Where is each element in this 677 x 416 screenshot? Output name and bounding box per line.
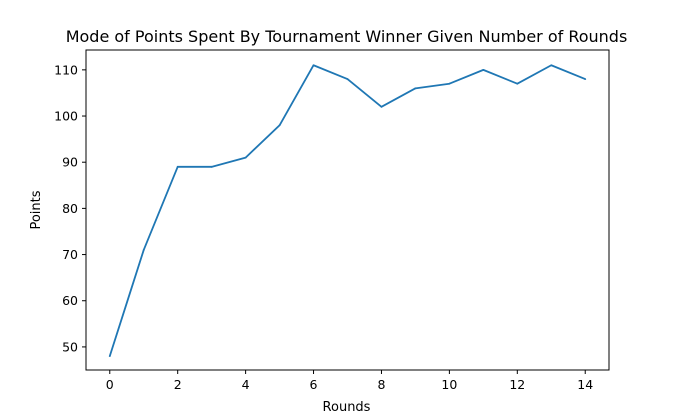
data-point [346,78,349,80]
y-axis-label: Points [29,190,44,229]
y-tick-label: 110 [54,62,78,77]
y-tick-label: 60 [62,293,78,308]
x-axis: 0 2 4 6 8 10 12 14 [106,370,593,392]
x-axis-label: Rounds [323,400,371,415]
y-tick-label: 100 [54,109,78,124]
y-tick-label: 80 [62,201,78,216]
y-tick-label: 50 [62,339,78,354]
data-point [584,78,587,80]
data-point [278,124,281,127]
data-point [244,156,247,159]
x-tick-label: 12 [509,377,525,392]
data-point [210,165,213,168]
data-point [414,87,417,90]
data-point [516,82,519,85]
data-point [176,165,179,168]
x-tick-label: 14 [577,377,593,392]
data-point [550,64,553,67]
series-line [108,64,586,357]
x-tick-label: 4 [242,377,250,392]
y-tick-label: 70 [62,247,78,262]
data-point [448,82,451,85]
data-point [312,64,315,67]
y-axis: 50 60 70 80 90 100 110 [54,62,86,354]
x-tick-label: 0 [106,377,114,392]
x-tick-label: 6 [310,377,318,392]
data-point [108,355,111,358]
data-point [142,249,145,251]
chart-title: Mode of Points Spent By Tournament Winne… [66,27,628,46]
plot-area-frame [85,49,610,371]
y-tick-label: 90 [62,155,78,170]
data-point [482,68,485,71]
data-points [108,64,587,358]
x-tick-label: 2 [174,377,182,392]
data-point [380,105,383,108]
x-tick-label: 10 [441,377,457,392]
x-tick-label: 8 [377,377,385,392]
